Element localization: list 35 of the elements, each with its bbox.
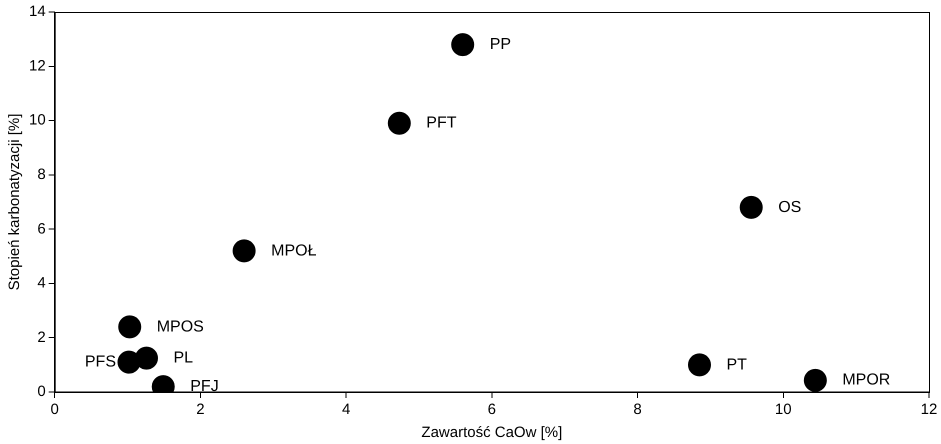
point: [134, 346, 158, 370]
annotation: MPOŁ: [271, 242, 317, 260]
y-tick-label: 4: [37, 274, 46, 292]
annotation: OS: [778, 198, 802, 216]
x-tick-label: 12: [920, 401, 938, 418]
point: [804, 368, 827, 392]
annotation: PFS: [84, 354, 116, 371]
annotation: MPOR: [842, 372, 890, 389]
y-tick-label: 12: [28, 57, 46, 74]
x-tick-label: 2: [196, 401, 205, 418]
annotation: PFJ: [190, 378, 219, 395]
point: [740, 196, 763, 219]
point: [232, 239, 256, 262]
x-tick-label: 0: [50, 401, 59, 418]
y-tick-label: 0: [37, 383, 46, 400]
point: [451, 33, 474, 56]
point: [388, 112, 411, 135]
annotation: PP: [490, 36, 512, 53]
x-axis-title: Zawartość CaOw [%]: [421, 424, 562, 442]
annotation: PFT: [426, 114, 457, 132]
point: [688, 353, 711, 376]
annotation: MPOS: [156, 318, 204, 336]
annotation: PT: [726, 356, 748, 374]
y-tick-label: 8: [37, 166, 46, 183]
y-axis-title: Stopień karbonatyzacji [%]: [6, 114, 24, 290]
y-tick-label: 6: [37, 220, 46, 238]
y-tick-label: 10: [28, 112, 46, 129]
x-tick-label: 4: [342, 401, 350, 418]
y-tick-label: 2: [37, 328, 46, 346]
annotation: PL: [173, 349, 194, 366]
x-tick-label: 6: [488, 401, 496, 418]
point: [118, 315, 142, 338]
x-tick-label: 8: [633, 401, 642, 418]
y-tick-label: 14: [28, 3, 46, 20]
x-tick-label: 10: [774, 401, 792, 418]
